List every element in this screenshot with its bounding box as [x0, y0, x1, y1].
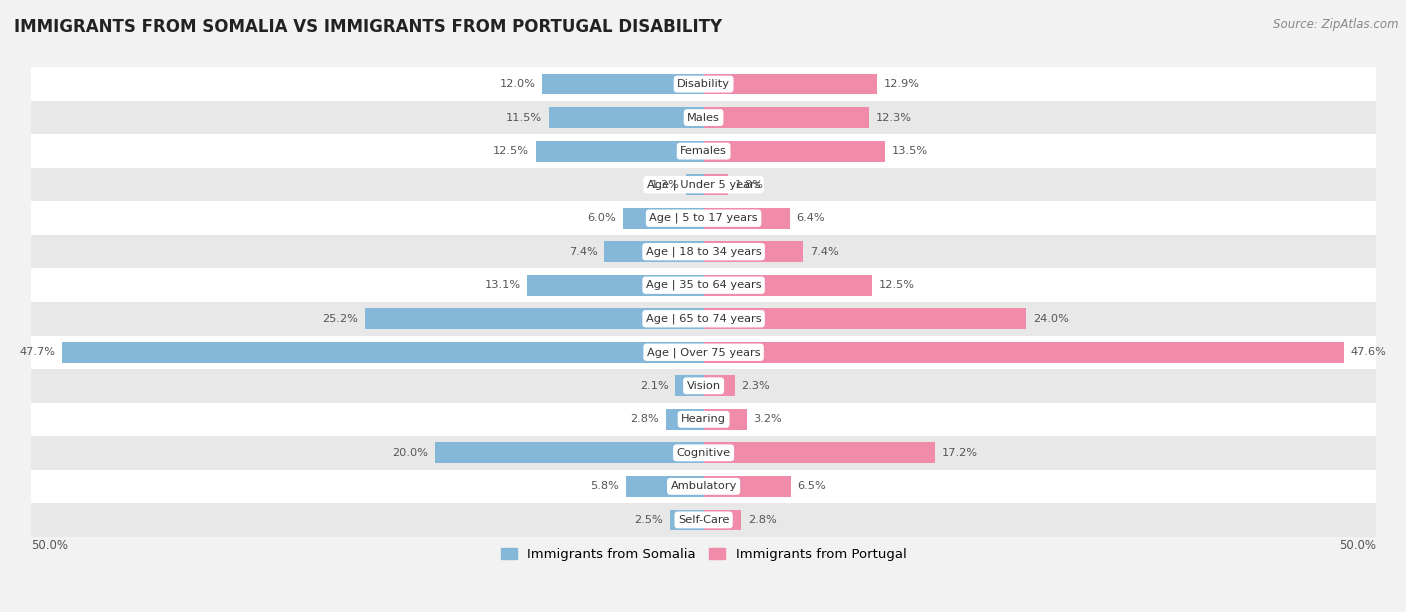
Bar — [31, 269, 1376, 302]
Text: Age | Under 5 years: Age | Under 5 years — [647, 179, 761, 190]
Text: 20.0%: 20.0% — [392, 448, 427, 458]
Bar — [536, 141, 703, 162]
Bar — [31, 168, 1376, 201]
Text: 2.8%: 2.8% — [630, 414, 659, 424]
Bar — [703, 241, 803, 262]
Text: 2.3%: 2.3% — [741, 381, 770, 391]
Text: Females: Females — [681, 146, 727, 156]
Text: 50.0%: 50.0% — [1339, 539, 1376, 553]
Text: 47.7%: 47.7% — [20, 347, 56, 357]
Text: 13.5%: 13.5% — [891, 146, 928, 156]
Bar — [31, 302, 1376, 335]
Bar — [703, 141, 886, 162]
Bar — [31, 235, 1376, 269]
Text: 11.5%: 11.5% — [506, 113, 543, 122]
Text: 1.3%: 1.3% — [651, 180, 679, 190]
Bar — [703, 409, 747, 430]
Bar — [675, 375, 703, 396]
Text: 50.0%: 50.0% — [31, 539, 69, 553]
Legend: Immigrants from Somalia, Immigrants from Portugal: Immigrants from Somalia, Immigrants from… — [496, 543, 911, 567]
Text: Self-Care: Self-Care — [678, 515, 730, 525]
Bar — [31, 135, 1376, 168]
Bar — [703, 174, 728, 195]
Text: 7.4%: 7.4% — [568, 247, 598, 256]
Text: Disability: Disability — [678, 79, 730, 89]
Bar — [31, 201, 1376, 235]
Text: Ambulatory: Ambulatory — [671, 482, 737, 491]
Text: Age | Over 75 years: Age | Over 75 years — [647, 347, 761, 357]
Bar — [548, 107, 703, 128]
Text: 12.5%: 12.5% — [879, 280, 914, 290]
Text: 17.2%: 17.2% — [942, 448, 977, 458]
Text: Hearing: Hearing — [681, 414, 725, 424]
Text: Males: Males — [688, 113, 720, 122]
Text: 3.2%: 3.2% — [754, 414, 782, 424]
Text: 12.3%: 12.3% — [876, 113, 911, 122]
Text: 12.5%: 12.5% — [494, 146, 529, 156]
Bar — [31, 403, 1376, 436]
Text: 2.5%: 2.5% — [634, 515, 664, 525]
Bar — [31, 67, 1376, 101]
Bar — [626, 476, 703, 497]
Bar — [623, 208, 703, 228]
Bar — [671, 510, 703, 530]
Bar — [527, 275, 703, 296]
Text: 6.0%: 6.0% — [588, 213, 616, 223]
Bar — [703, 107, 869, 128]
Bar — [703, 442, 935, 463]
Bar — [605, 241, 703, 262]
Text: 24.0%: 24.0% — [1033, 314, 1069, 324]
Bar — [434, 442, 703, 463]
Bar — [703, 510, 741, 530]
Bar — [703, 476, 792, 497]
Bar — [686, 174, 703, 195]
Text: Age | 35 to 64 years: Age | 35 to 64 years — [645, 280, 762, 291]
Bar — [62, 342, 703, 363]
Text: IMMIGRANTS FROM SOMALIA VS IMMIGRANTS FROM PORTUGAL DISABILITY: IMMIGRANTS FROM SOMALIA VS IMMIGRANTS FR… — [14, 18, 723, 36]
Bar — [703, 208, 790, 228]
Bar — [31, 469, 1376, 503]
Text: 47.6%: 47.6% — [1350, 347, 1386, 357]
Text: 12.0%: 12.0% — [499, 79, 536, 89]
Bar — [543, 73, 703, 94]
Text: Vision: Vision — [686, 381, 721, 391]
Bar — [703, 275, 872, 296]
Bar — [703, 73, 877, 94]
Text: Age | 18 to 34 years: Age | 18 to 34 years — [645, 247, 762, 257]
Bar — [703, 375, 734, 396]
Text: 13.1%: 13.1% — [485, 280, 520, 290]
Text: 12.9%: 12.9% — [884, 79, 920, 89]
Bar — [703, 308, 1026, 329]
Text: Age | 65 to 74 years: Age | 65 to 74 years — [645, 313, 762, 324]
Text: 2.8%: 2.8% — [748, 515, 776, 525]
Text: 25.2%: 25.2% — [322, 314, 359, 324]
Text: 6.4%: 6.4% — [796, 213, 825, 223]
Bar — [31, 503, 1376, 537]
Bar — [31, 335, 1376, 369]
Text: 1.8%: 1.8% — [734, 180, 763, 190]
Text: Age | 5 to 17 years: Age | 5 to 17 years — [650, 213, 758, 223]
Bar — [364, 308, 703, 329]
Text: 7.4%: 7.4% — [810, 247, 838, 256]
Bar — [31, 436, 1376, 469]
Bar — [31, 369, 1376, 403]
Bar — [703, 342, 1344, 363]
Text: Source: ZipAtlas.com: Source: ZipAtlas.com — [1274, 18, 1399, 31]
Text: 6.5%: 6.5% — [797, 482, 827, 491]
Bar — [31, 101, 1376, 135]
Bar — [666, 409, 703, 430]
Text: Cognitive: Cognitive — [676, 448, 731, 458]
Text: 2.1%: 2.1% — [640, 381, 669, 391]
Text: 5.8%: 5.8% — [591, 482, 619, 491]
